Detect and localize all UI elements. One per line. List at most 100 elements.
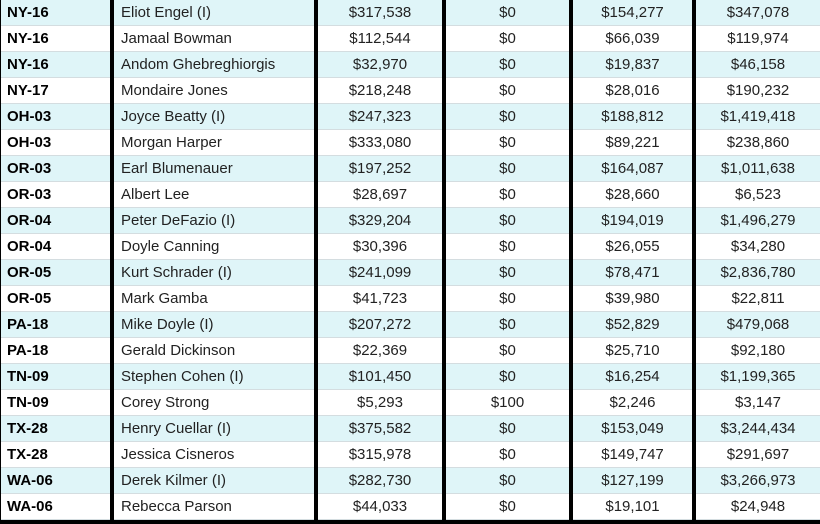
amount-cell: $19,837 xyxy=(569,51,694,78)
district-cell: OH-03 xyxy=(1,103,112,130)
table-row: TX-28 Henry Cuellar (I) $375,582 $0 $153,049… xyxy=(1,415,820,442)
amount-cell: $0 xyxy=(442,493,571,520)
district-cell: OR-05 xyxy=(1,285,112,312)
amount-cell: $0 xyxy=(442,259,571,286)
candidate-name-cell: Rebecca Parson xyxy=(110,493,316,520)
amount-cell: $101,450 xyxy=(314,363,444,390)
table-row: OR-05 Mark Gamba $41,723 $0 $39,980 $22,811 xyxy=(1,285,820,312)
candidate-name-cell: Jamaal Bowman xyxy=(110,25,316,52)
amount-cell: $329,204 xyxy=(314,207,444,234)
amount-cell: $41,723 xyxy=(314,285,444,312)
amount-cell: $112,544 xyxy=(314,25,444,52)
amount-cell: $46,158 xyxy=(692,51,820,78)
candidate-name-cell: Doyle Canning xyxy=(110,233,316,260)
amount-cell: $241,099 xyxy=(314,259,444,286)
table-row: WA-06 Derek Kilmer (I) $282,730 $0 $127,199 $… xyxy=(1,467,820,494)
amount-cell: $1,496,279 xyxy=(692,207,820,234)
candidate-name-cell: Mondaire Jones xyxy=(110,77,316,104)
candidate-name-cell: Peter DeFazio (I) xyxy=(110,207,316,234)
amount-cell: $78,471 xyxy=(569,259,694,286)
table-row: OH-03 Joyce Beatty (I) $247,323 $0 $188,812 $… xyxy=(1,103,820,130)
district-cell: TX-28 xyxy=(1,415,112,442)
amount-cell: $247,323 xyxy=(314,103,444,130)
candidate-name-cell: Gerald Dickinson xyxy=(110,337,316,364)
amount-cell: $0 xyxy=(442,363,571,390)
amount-cell: $0 xyxy=(442,103,571,130)
district-cell: WA-06 xyxy=(1,467,112,494)
amount-cell: $154,277 xyxy=(569,0,694,26)
amount-cell: $0 xyxy=(442,467,571,494)
amount-cell: $0 xyxy=(442,25,571,52)
amount-cell: $16,254 xyxy=(569,363,694,390)
table-row: OR-04 Doyle Canning $30,396 $0 $26,055 $34,28… xyxy=(1,233,820,260)
district-cell: OR-04 xyxy=(1,207,112,234)
table-row: PA-18 Mike Doyle (I) $207,272 $0 $52,829 $479… xyxy=(1,311,820,338)
amount-cell: $194,019 xyxy=(569,207,694,234)
amount-cell: $164,087 xyxy=(569,155,694,182)
amount-cell: $3,266,973 xyxy=(692,467,820,494)
amount-cell: $238,860 xyxy=(692,129,820,156)
amount-cell: $3,147 xyxy=(692,389,820,416)
district-cell: NY-16 xyxy=(1,0,112,26)
amount-cell: $6,523 xyxy=(692,181,820,208)
candidate-name-cell: Stephen Cohen (I) xyxy=(110,363,316,390)
district-cell: OR-03 xyxy=(1,181,112,208)
amount-cell: $1,419,418 xyxy=(692,103,820,130)
table-row: WA-06 Rebecca Parson $44,033 $0 $19,101 $24,9… xyxy=(1,493,820,520)
candidate-name-cell: Joyce Beatty (I) xyxy=(110,103,316,130)
table-row: TN-09 Stephen Cohen (I) $101,450 $0 $16,254 $… xyxy=(1,363,820,390)
amount-cell: $3,244,434 xyxy=(692,415,820,442)
table-row: OR-03 Albert Lee $28,697 $0 $28,660 $6,523 xyxy=(1,181,820,208)
amount-cell: $44,033 xyxy=(314,493,444,520)
amount-cell: $127,199 xyxy=(569,467,694,494)
amount-cell: $149,747 xyxy=(569,441,694,468)
amount-cell: $153,049 xyxy=(569,415,694,442)
candidate-name-cell: Mike Doyle (I) xyxy=(110,311,316,338)
district-cell: TN-09 xyxy=(1,389,112,416)
candidate-name-cell: Henry Cuellar (I) xyxy=(110,415,316,442)
table-row: PA-18 Gerald Dickinson $22,369 $0 $25,710 $92… xyxy=(1,337,820,364)
amount-cell: $0 xyxy=(442,233,571,260)
amount-cell: $28,697 xyxy=(314,181,444,208)
amount-cell: $0 xyxy=(442,285,571,312)
amount-cell: $1,011,638 xyxy=(692,155,820,182)
district-cell: OR-03 xyxy=(1,155,112,182)
district-cell: OR-04 xyxy=(1,233,112,260)
amount-cell: $0 xyxy=(442,155,571,182)
candidate-name-cell: Albert Lee xyxy=(110,181,316,208)
table-row: NY-16 Eliot Engel (I) $317,538 $0 $154,277 $3… xyxy=(1,0,820,26)
amount-cell: $0 xyxy=(442,207,571,234)
district-cell: PA-18 xyxy=(1,337,112,364)
amount-cell: $282,730 xyxy=(314,467,444,494)
amount-cell: $291,697 xyxy=(692,441,820,468)
candidate-name-cell: Morgan Harper xyxy=(110,129,316,156)
amount-cell: $0 xyxy=(442,441,571,468)
amount-cell: $28,016 xyxy=(569,77,694,104)
amount-cell: $89,221 xyxy=(569,129,694,156)
amount-cell: $218,248 xyxy=(314,77,444,104)
table-row: OR-04 Peter DeFazio (I) $329,204 $0 $194,019… xyxy=(1,207,820,234)
amount-cell: $1,199,365 xyxy=(692,363,820,390)
candidate-name-cell: Jessica Cisneros xyxy=(110,441,316,468)
table-row: OR-05 Kurt Schrader (I) $241,099 $0 $78,471 $… xyxy=(1,259,820,286)
amount-cell: $0 xyxy=(442,337,571,364)
amount-cell: $22,369 xyxy=(314,337,444,364)
candidate-name-cell: Earl Blumenauer xyxy=(110,155,316,182)
district-cell: NY-16 xyxy=(1,51,112,78)
table-row: NY-16 Andom Ghebreghiorgis $32,970 $0 $19,83… xyxy=(1,51,820,78)
amount-cell: $30,396 xyxy=(314,233,444,260)
amount-cell: $333,080 xyxy=(314,129,444,156)
table-row: NY-16 Jamaal Bowman $112,544 $0 $66,039 $119,… xyxy=(1,25,820,52)
amount-cell: $0 xyxy=(442,311,571,338)
amount-cell: $0 xyxy=(442,0,571,26)
amount-cell: $0 xyxy=(442,51,571,78)
candidate-name-cell: Andom Ghebreghiorgis xyxy=(110,51,316,78)
amount-cell: $190,232 xyxy=(692,77,820,104)
amount-cell: $32,970 xyxy=(314,51,444,78)
district-cell: NY-17 xyxy=(1,77,112,104)
candidate-name-cell: Derek Kilmer (I) xyxy=(110,467,316,494)
amount-cell: $0 xyxy=(442,77,571,104)
amount-cell: $315,978 xyxy=(314,441,444,468)
candidate-name-cell: Kurt Schrader (I) xyxy=(110,259,316,286)
